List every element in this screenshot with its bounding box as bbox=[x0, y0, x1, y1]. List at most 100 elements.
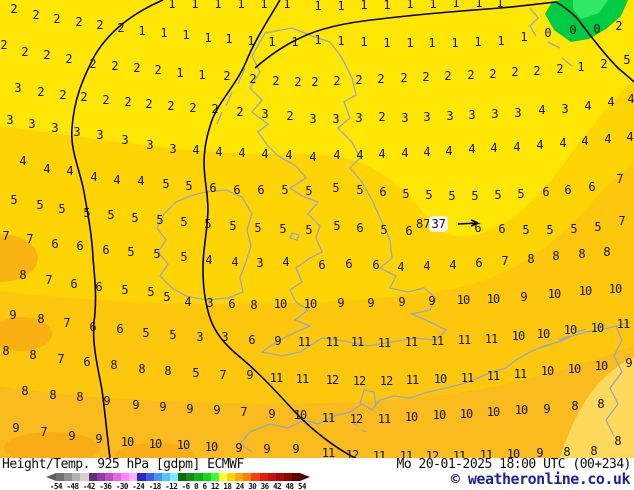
contour-line-mid bbox=[202, 0, 357, 458]
temperature-value: 7 bbox=[45, 273, 53, 287]
temperature-value: 6 bbox=[233, 183, 241, 197]
temperature-value: 6 bbox=[89, 320, 97, 334]
temperature-value: 10 bbox=[547, 287, 561, 301]
temperature-value: 2 bbox=[236, 105, 244, 119]
scale-color-segment bbox=[283, 473, 293, 481]
temperature-value: 5 bbox=[107, 208, 115, 222]
temperature-value: 2 bbox=[80, 90, 88, 104]
scale-color-segment bbox=[292, 473, 301, 481]
temperature-value: 2 bbox=[124, 95, 132, 109]
temperature-value: 9 bbox=[12, 421, 20, 435]
height-label-chip: 37 bbox=[430, 217, 447, 231]
temperature-value: 1 bbox=[260, 0, 268, 11]
temperature-value: 4 bbox=[559, 136, 567, 150]
coast-frisian-islands bbox=[539, 324, 607, 349]
scale-tick-label: 30 bbox=[248, 482, 257, 490]
temperature-value: 9 bbox=[235, 441, 243, 455]
temperature-value: 5 bbox=[36, 198, 44, 212]
temperature-value: 0 bbox=[569, 23, 577, 37]
scale-color-segment bbox=[129, 473, 138, 481]
temperature-value: 8 bbox=[578, 247, 586, 261]
temperature-value: 5 bbox=[254, 221, 262, 235]
temperature-value: 3 bbox=[491, 107, 499, 121]
temperature-value: 4 bbox=[604, 132, 612, 146]
temperature-value: 8 bbox=[571, 399, 579, 413]
temperature-value: 12 bbox=[352, 374, 366, 388]
temperature-value: 9 bbox=[95, 432, 103, 446]
temperature-value: 2 bbox=[89, 57, 97, 71]
temperature-value: 3 bbox=[206, 296, 214, 310]
copyright-link[interactable]: © weatheronline.co.uk bbox=[450, 470, 631, 488]
temperature-value: 5 bbox=[281, 183, 289, 197]
temperature-value: 2 bbox=[111, 59, 119, 73]
temperature-value: 4 bbox=[490, 141, 498, 155]
scale-color-segment bbox=[96, 473, 105, 481]
scale-tick-label: 0 bbox=[194, 482, 199, 490]
temperature-value: 10 bbox=[594, 359, 608, 373]
scale-tick-label: -30 bbox=[115, 482, 129, 490]
scale-color-segment bbox=[161, 473, 170, 481]
temperature-value: 2 bbox=[333, 74, 341, 88]
scale-color-segment bbox=[64, 473, 73, 481]
coast-channel-islands bbox=[353, 423, 367, 433]
temperature-value: 2 bbox=[43, 48, 51, 62]
temperature-value: 0 bbox=[593, 22, 601, 36]
coast-hebrides bbox=[216, 67, 246, 125]
temperature-value: 5 bbox=[402, 187, 410, 201]
temperature-value: 1 bbox=[497, 34, 505, 48]
temperature-value: 4 bbox=[43, 162, 51, 176]
coast-continent bbox=[249, 321, 631, 433]
temperature-value: 6 bbox=[102, 243, 110, 257]
green-cold-patch bbox=[545, 0, 628, 42]
temperature-value: 1 bbox=[291, 35, 299, 49]
temperature-value: 5 bbox=[229, 219, 237, 233]
scale-color-segment bbox=[210, 473, 219, 481]
temperature-value: 7 bbox=[240, 405, 248, 419]
temperature-value: 11 bbox=[377, 336, 391, 350]
temperature-value: 5 bbox=[494, 188, 502, 202]
temperature-value: 5 bbox=[204, 217, 212, 231]
temperature-value: 4 bbox=[401, 146, 409, 160]
temperature-value: 10 bbox=[456, 293, 470, 307]
temperature-value: 2 bbox=[272, 74, 280, 88]
temperature-value: 8 bbox=[2, 344, 10, 358]
coast-ireland bbox=[156, 189, 253, 301]
temperature-value: 1 bbox=[283, 0, 291, 11]
temperature-value: 1 bbox=[428, 36, 436, 50]
temperature-value: 3 bbox=[51, 121, 59, 135]
temperature-value: 7 bbox=[501, 254, 509, 268]
temperature-value: 9 bbox=[213, 403, 221, 417]
temperature-value: 4 bbox=[449, 258, 457, 272]
temperature-value: 5 bbox=[333, 219, 341, 233]
temperature-value: 11 bbox=[297, 335, 311, 349]
temperature-value: 5 bbox=[570, 222, 578, 236]
temperature-value: 12 bbox=[345, 448, 359, 458]
scale-color-segment bbox=[202, 473, 211, 481]
height-contours bbox=[70, 0, 634, 458]
temperature-value: 6 bbox=[474, 221, 482, 235]
temperature-value: 11 bbox=[452, 449, 466, 458]
temperature-value: 3 bbox=[14, 81, 22, 95]
scale-color-segment bbox=[80, 473, 89, 481]
temperature-value: 1 bbox=[360, 35, 368, 49]
temperature-value: 5 bbox=[162, 177, 170, 191]
temperature-value: 4 bbox=[538, 103, 546, 117]
temperature-value: 11 bbox=[325, 335, 339, 349]
temperature-value: 6 bbox=[83, 355, 91, 369]
temperature-value: 9 bbox=[263, 442, 271, 456]
temperature-value: 5 bbox=[305, 223, 313, 237]
temperature-value: 5 bbox=[471, 189, 479, 203]
coast-brittany bbox=[239, 389, 377, 453]
scale-tick-label: 18 bbox=[223, 482, 232, 490]
temperature-value: 4 bbox=[285, 148, 293, 162]
temperature-value: 1 bbox=[160, 26, 168, 40]
temperature-value: 6 bbox=[379, 185, 387, 199]
scale-color-segment bbox=[218, 473, 227, 481]
temperature-value: 6 bbox=[405, 224, 413, 238]
temperature-value: 2 bbox=[422, 70, 430, 84]
scale-tick-label: -18 bbox=[148, 482, 162, 490]
temperature-value: 5 bbox=[279, 222, 287, 236]
scale-tick-label: -24 bbox=[132, 482, 145, 490]
temperature-value: 4 bbox=[581, 134, 589, 148]
temperature-value: 12 bbox=[379, 374, 393, 388]
